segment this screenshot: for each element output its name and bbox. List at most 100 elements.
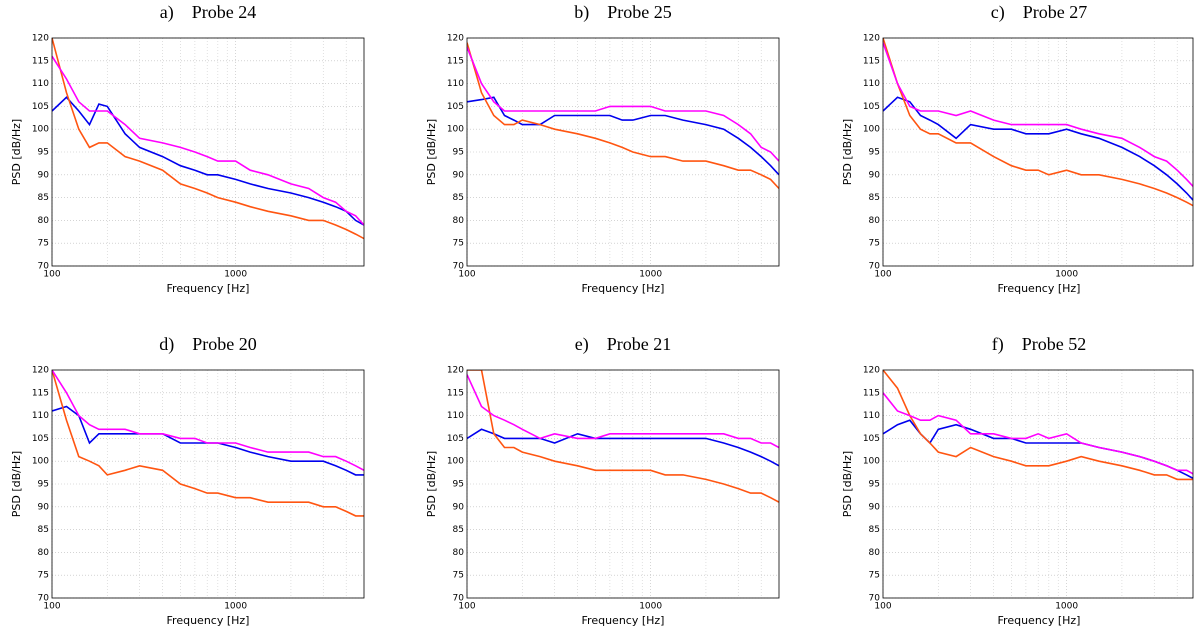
y-tick-label: 110: [863, 411, 880, 421]
x-tick-label: 1000: [224, 270, 247, 280]
y-tick-label: 70: [869, 262, 881, 272]
y-tick-label: 85: [453, 525, 464, 535]
data-line: [883, 96, 1193, 202]
y-tick-label: 105: [863, 434, 880, 444]
subplot: 70 75 80 85 90 95 100 105 110 115 120 100 1000 d) Pro…: [10, 334, 365, 627]
y-tick-label: 95: [869, 148, 880, 158]
y-tick-label: 95: [38, 480, 49, 490]
y-tick-label: 100: [863, 125, 880, 135]
y-tick-label: 95: [453, 480, 464, 490]
y-tick-label: 85: [869, 525, 880, 535]
y-tick-label: 90: [453, 502, 465, 512]
y-tick-label: 110: [32, 79, 49, 89]
x-tick-label: 100: [43, 270, 60, 280]
plot-frame: [882, 369, 1194, 599]
data-line: [467, 42, 779, 190]
plot-frame: [51, 37, 365, 267]
subplot: 70 75 80 85 90 95 100 105 110 115 120 100 1000 e) Pro…: [425, 334, 780, 627]
x-axis-label: Frequency [Hz]: [167, 614, 250, 627]
y-tick-label: 85: [38, 525, 49, 535]
data-line: [883, 42, 1193, 188]
data-line: [52, 38, 364, 240]
y-tick-label: 90: [869, 170, 881, 180]
y-tick-label: 115: [863, 56, 880, 66]
y-tick-label: 100: [32, 125, 49, 135]
y-tick-label: 95: [38, 148, 49, 158]
data-line: [467, 374, 779, 449]
x-axis-label: Frequency [Hz]: [582, 614, 665, 627]
y-tick-label: 105: [863, 102, 880, 112]
y-tick-label: 110: [32, 411, 49, 421]
y-tick-label: 75: [453, 239, 464, 249]
y-tick-label: 75: [869, 239, 880, 249]
y-tick-label: 90: [453, 170, 465, 180]
y-tick-label: 100: [447, 125, 464, 135]
y-tick-label: 110: [863, 79, 880, 89]
subplot: 70 75 80 85 90 95 100 105 110 115 120 100 1000 f) Pro…: [841, 334, 1194, 627]
y-tick-label: 120: [863, 366, 880, 376]
data-line: [883, 370, 1193, 481]
y-tick-label: 75: [38, 239, 49, 249]
subplot: 70 75 80 85 90 95 100 105 110 115 120 100 1000 a) Pro…: [10, 2, 365, 295]
y-tick-label: 115: [32, 56, 49, 66]
y-tick-label: 80: [38, 216, 50, 226]
chart-title: b) Probe 25: [574, 2, 672, 23]
plot-frame: [466, 37, 780, 267]
plot-frame: [51, 369, 365, 599]
y-tick-label: 70: [869, 594, 881, 604]
y-tick-label: 80: [869, 548, 881, 558]
y-tick-label: 80: [453, 548, 465, 558]
data-line: [883, 392, 1193, 475]
y-tick-label: 75: [38, 571, 49, 581]
chart-title: f) Probe 52: [992, 334, 1086, 355]
data-line: [52, 370, 364, 472]
y-tick-label: 80: [453, 216, 465, 226]
y-axis-label: PSD [dB/Hz]: [841, 119, 854, 185]
y-tick-label: 105: [32, 102, 49, 112]
x-tick-label: 100: [458, 602, 475, 612]
y-tick-label: 70: [38, 594, 50, 604]
y-tick-label: 110: [447, 79, 464, 89]
plot-frame: [882, 37, 1194, 267]
x-tick-label: 1000: [1055, 270, 1078, 280]
x-tick-label: 100: [43, 602, 60, 612]
y-tick-label: 75: [453, 571, 464, 581]
data-line: [467, 370, 779, 503]
x-tick-label: 100: [874, 602, 891, 612]
y-tick-label: 85: [869, 193, 880, 203]
x-axis-label: Frequency [Hz]: [582, 282, 665, 295]
x-tick-label: 1000: [639, 602, 662, 612]
chart-title: e) Probe 21: [575, 334, 671, 355]
y-tick-label: 120: [863, 34, 880, 44]
y-tick-label: 115: [447, 388, 464, 398]
x-axis-label: Frequency [Hz]: [998, 282, 1081, 295]
x-axis-label: Frequency [Hz]: [167, 282, 250, 295]
y-tick-label: 100: [447, 457, 464, 467]
y-axis-label: PSD [dB/Hz]: [10, 451, 23, 517]
y-tick-label: 120: [32, 34, 49, 44]
y-tick-label: 70: [38, 262, 50, 272]
subplot: 70 75 80 85 90 95 100 105 110 115 120 100 1000 b) Pro…: [425, 2, 780, 295]
x-tick-label: 1000: [1055, 602, 1078, 612]
data-line: [467, 46, 779, 162]
data-line: [52, 55, 364, 226]
y-tick-label: 90: [38, 502, 50, 512]
subplot: 70 75 80 85 90 95 100 105 110 115 120 100 1000 c) Pro…: [841, 2, 1194, 295]
y-tick-label: 120: [447, 366, 464, 376]
y-tick-label: 105: [447, 434, 464, 444]
plot-frame: [466, 369, 780, 599]
data-line: [52, 370, 364, 517]
y-tick-label: 95: [453, 148, 464, 158]
y-tick-label: 70: [453, 262, 465, 272]
chart-title: c) Probe 27: [991, 2, 1087, 23]
y-axis-label: PSD [dB/Hz]: [425, 119, 438, 185]
y-tick-label: 100: [863, 457, 880, 467]
data-line: [467, 428, 779, 467]
x-axis-label: Frequency [Hz]: [998, 614, 1081, 627]
data-line: [883, 38, 1193, 207]
y-axis-label: PSD [dB/Hz]: [841, 451, 854, 517]
chart-title: a) Probe 24: [160, 2, 256, 23]
y-tick-label: 90: [869, 502, 881, 512]
y-tick-label: 75: [869, 571, 880, 581]
